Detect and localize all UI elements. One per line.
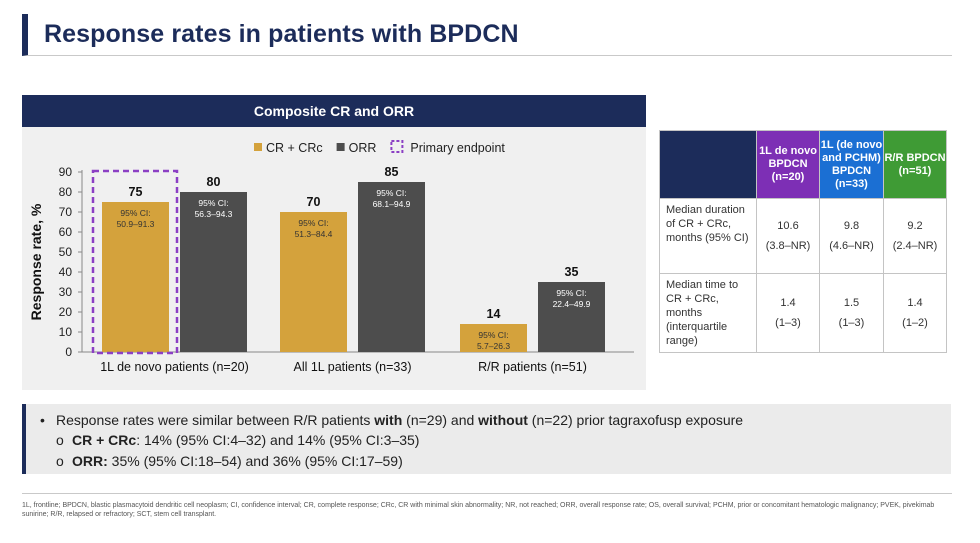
cell-value: 9.8 [843, 220, 860, 232]
data-label: 70 [307, 195, 321, 209]
footnote: 1L, frontline; BPDCN, blastic plasmacyto… [22, 493, 952, 519]
y-tick-label: 60 [59, 225, 73, 239]
bar-cr-crc [102, 202, 169, 352]
data-label: 35 [565, 265, 579, 279]
y-tick-label: 0 [65, 345, 72, 359]
bar-cr-crc [460, 324, 527, 352]
y-tick-label: 90 [59, 165, 73, 179]
ci-label: 95% CI: [298, 218, 328, 228]
table-cell: 1.5 (1–3) [819, 273, 884, 353]
table-header-1l-all: 1L (de novo and PCHM) BPDCN (n=33) [819, 130, 884, 199]
legend-dashed-box [390, 140, 404, 153]
ci-label: 50.9–91.3 [117, 219, 155, 229]
cell-range: (1–3) [838, 317, 865, 329]
table-row: Median duration of CR + CRc, months (95%… [659, 198, 947, 274]
cell-value: 9.2 [907, 220, 923, 232]
chart-header: Composite CR and ORR [22, 95, 646, 127]
bar-orr [538, 282, 605, 352]
title-bar: Response rates in patients with BPDCN [22, 14, 952, 56]
cell-range: (4.6–NR) [829, 240, 874, 252]
legend-label: ORR [349, 141, 377, 155]
table-cell: 1.4 (1–2) [883, 273, 947, 353]
bullet-bold: without [478, 412, 528, 428]
table-header-rr: R/R BPDCN (n=51) [883, 130, 947, 199]
legend-swatch [254, 143, 262, 151]
bullet-text: (n=22) prior tagraxofusp exposure [527, 412, 744, 428]
ci-label: 95% CI: [120, 208, 150, 218]
bullet-bold: ORR: [72, 453, 108, 469]
bar-orr [180, 192, 247, 352]
cell-range: (1–3) [775, 317, 801, 329]
ci-label: 22.4–49.9 [553, 299, 591, 309]
legend-label: Primary endpoint [410, 141, 505, 155]
table-cell: 9.8 (4.6–NR) [819, 198, 884, 274]
ci-label: 5.7–26.3 [477, 341, 510, 351]
x-tick-label: R/R patients (n=51) [478, 360, 587, 374]
cell-value: 1.5 [843, 297, 860, 309]
bullet-sub-crc: o CR + CRc: 14% (95% CI:4–32) and 14% (95… [56, 432, 419, 448]
ci-label: 95% CI: [198, 198, 228, 208]
x-tick-label: All 1L patients (n=33) [293, 360, 411, 374]
y-tick-label: 70 [59, 205, 73, 219]
bullet-text: : 14% (95% CI:4–32) and 14% (95% CI:3–35… [136, 432, 420, 448]
cell-range: (2.4–NR) [892, 240, 938, 252]
bullet-text: 35% (95% CI:18–54) and 36% (95% CI:17–59… [107, 453, 403, 469]
y-tick-label: 30 [59, 285, 73, 299]
y-tick-label: 40 [59, 265, 73, 279]
response-rate-chart: 0 10 20 30 40 50 60 70 80 90 Response rate, % CR + … [28, 140, 634, 374]
chart-panel: Composite CR and ORR 0 10 20 30 40 50 60 70 80 90… [22, 95, 646, 390]
table-header-1l-de-novo: 1L de novo BPDCN (n=20) [756, 130, 820, 199]
table-cell: 10.6 (3.8–NR) [756, 198, 820, 274]
cell-value: 1.4 [780, 297, 796, 309]
cell-range: (3.8–NR) [765, 240, 811, 252]
y-tick-label: 20 [59, 305, 73, 319]
ci-label: 56.3–94.3 [195, 209, 233, 219]
table-header-row: 1L de novo BPDCN (n=20) 1L (de novo and … [659, 130, 947, 199]
table-cell: 1.4 (1–3) [756, 273, 820, 353]
bullet-sub-orr: o ORR: 35% (95% CI:18–54) and 36% (95% CI… [56, 453, 403, 469]
data-label: 75 [129, 185, 143, 199]
ci-label: 95% CI: [478, 330, 508, 340]
ci-label: 51.3–84.4 [295, 229, 333, 239]
bullet-bold: with [374, 412, 403, 428]
cell-value: 1.4 [907, 297, 923, 309]
y-axis-title: Response rate, % [28, 203, 44, 320]
bullet-bold: CR + CRc [72, 432, 137, 448]
bullet-marker: • [40, 412, 45, 428]
y-tick-label: 50 [59, 245, 73, 259]
bullet-text: (n=29) and [402, 412, 479, 428]
bar-cr-crc [280, 212, 347, 352]
legend-swatch [336, 143, 345, 151]
page-title: Response rates in patients with BPDCN [44, 20, 519, 48]
ci-label: 95% CI: [376, 188, 406, 198]
x-tick-label: 1L de novo patients (n=20) [100, 360, 249, 374]
data-label: 80 [207, 175, 221, 189]
cell-value: 10.6 [777, 220, 799, 232]
summary-bullets: • Response rates were similar between R/R… [22, 404, 951, 474]
response-duration-table: 1L de novo BPDCN (n=20) 1L (de novo and … [659, 130, 947, 353]
data-label: 14 [487, 307, 501, 321]
bullet-main: • Response rates were similar between R/R… [40, 412, 743, 428]
table-header-blank [659, 130, 757, 199]
table-row: Median time to CR + CRc, months (interqu… [659, 273, 947, 353]
data-label: 85 [385, 165, 399, 179]
bullet-text: Response rates were similar between R/R … [56, 412, 375, 428]
sub-bullet-marker: o [56, 453, 64, 469]
table-cell: 9.2 (2.4–NR) [883, 198, 947, 274]
ci-label: 68.1–94.9 [373, 199, 411, 209]
primary-endpoint-box [91, 169, 179, 355]
bar-orr [358, 182, 425, 352]
sub-bullet-marker: o [56, 432, 64, 448]
y-tick-label: 10 [59, 325, 73, 339]
ci-label: 95% CI: [556, 288, 586, 298]
table-row-label: Median duration of CR + CRc, months (95%… [659, 198, 757, 274]
cell-range: (1–2) [902, 317, 928, 329]
table-row-label: Median time to CR + CRc, months (interqu… [659, 273, 757, 353]
y-tick-label: 80 [59, 185, 73, 199]
legend-label: CR + CRc [266, 141, 323, 155]
